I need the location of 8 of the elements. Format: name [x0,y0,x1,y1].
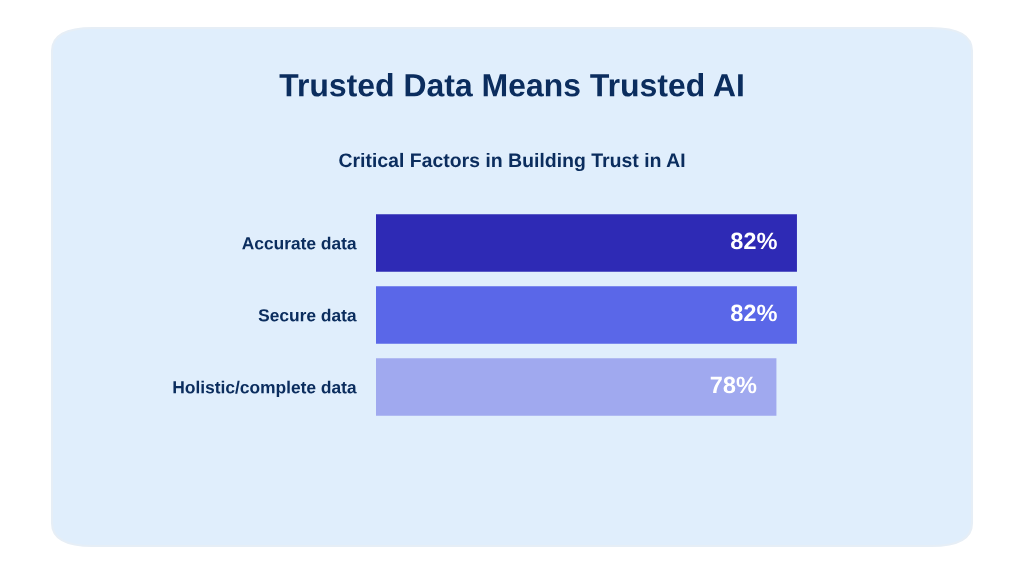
chart-title: Trusted Data Means Trusted AI [279,73,743,97]
y-tick-label: Secure data [258,308,357,322]
data-label: 82% [731,232,777,250]
chart-subtitle: Critical Factors in Building Trust in AI [339,152,685,172]
y-tick-label: Holistic/complete data [173,380,357,397]
y-tick-label: Accurate data [242,236,357,250]
data-label: 82% [731,304,777,322]
data-label: 78% [710,376,757,394]
